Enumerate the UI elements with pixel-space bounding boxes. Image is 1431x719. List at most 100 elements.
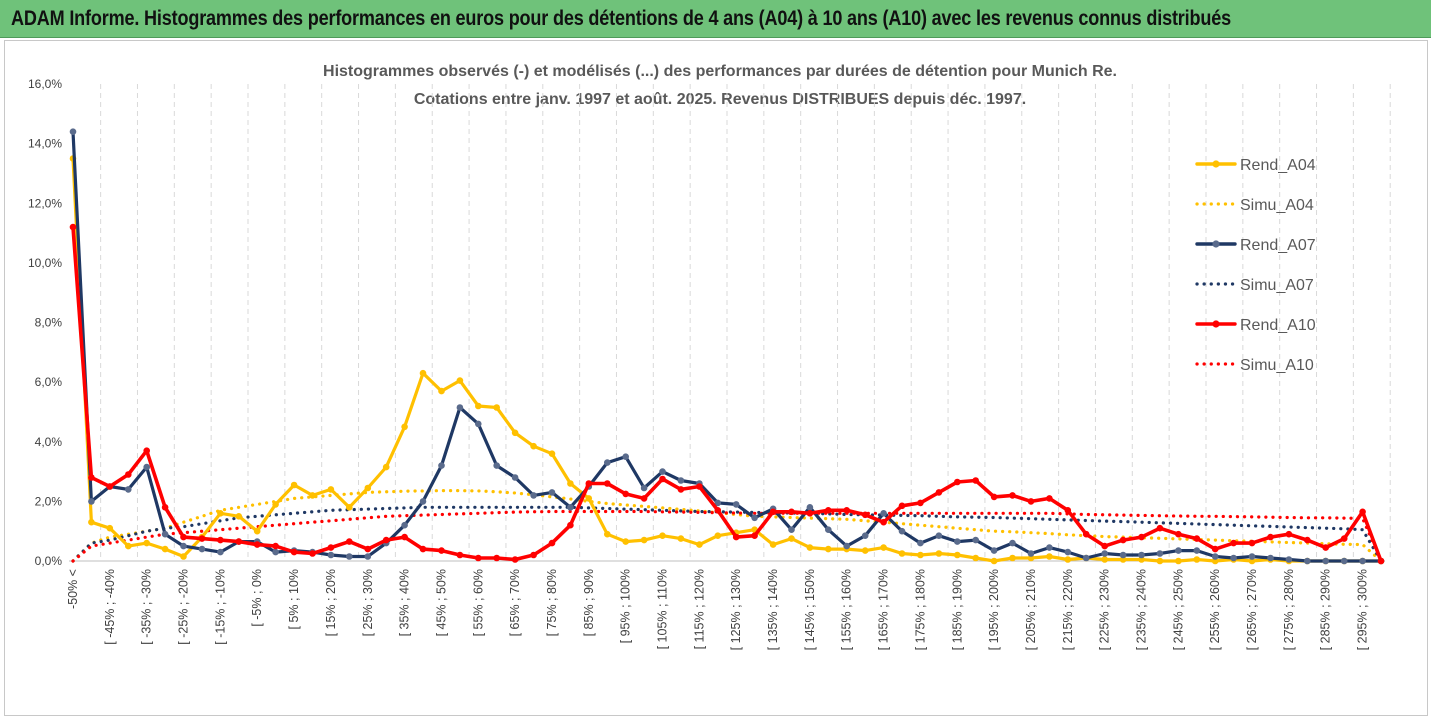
x-tick-label: [ 175% ; 180% <box>913 569 927 650</box>
data-point <box>622 490 629 498</box>
data-point <box>1064 548 1072 556</box>
data-point <box>511 474 519 481</box>
data-point <box>1175 547 1182 554</box>
x-tick-label: [ 35% ; 40% <box>398 569 412 636</box>
data-point <box>511 429 519 437</box>
data-point <box>1101 542 1108 550</box>
x-tick-label: [ 195% ; 200% <box>987 569 1001 650</box>
data-point <box>935 489 943 496</box>
legend-marker <box>1212 160 1220 168</box>
data-point <box>659 532 666 539</box>
data-point <box>1138 551 1145 559</box>
data-point <box>788 526 795 533</box>
data-point <box>990 493 998 501</box>
data-point <box>843 507 850 514</box>
data-point <box>640 495 648 502</box>
gridlines <box>69 84 1391 562</box>
data-point <box>1046 495 1053 502</box>
data-point <box>327 486 335 493</box>
x-tick-label: [ -25% ; -20% <box>177 569 191 645</box>
y-tick-label: 8,0% <box>35 316 63 330</box>
data-point <box>143 463 150 471</box>
data-point <box>493 462 501 469</box>
data-point <box>272 501 279 508</box>
x-tick-label: [ 255% ; 260% <box>1208 569 1222 650</box>
data-point <box>880 544 887 551</box>
data-point <box>1193 547 1201 554</box>
data-point <box>954 551 961 559</box>
data-point <box>677 477 685 484</box>
legend-label: Rend_A07 <box>1240 237 1316 254</box>
data-point <box>125 471 132 478</box>
data-point <box>161 504 169 511</box>
data-point <box>438 462 445 469</box>
legend-label: Simu_A04 <box>1240 197 1314 214</box>
x-axis-ticks: -50% < [ -45% ; -40% [ -35% ; -30% [ -25% ;… <box>66 569 1370 650</box>
data-point <box>143 539 150 547</box>
data-point <box>1340 535 1348 542</box>
x-tick-label: [ 65% ; 70% <box>508 569 522 636</box>
data-point <box>1175 557 1182 565</box>
legend-marker <box>1212 320 1220 328</box>
data-point <box>1046 553 1053 560</box>
data-point <box>1267 533 1274 541</box>
data-point <box>456 404 464 411</box>
data-point <box>88 518 95 526</box>
data-point <box>1304 536 1311 544</box>
data-point <box>806 544 814 551</box>
data-point <box>714 499 722 507</box>
chart-title-line-2: Cotations entre janv. 1997 et août. 2025… <box>414 91 1026 108</box>
data-point <box>604 459 611 466</box>
x-tick-label: [ 265% ; 270% <box>1245 569 1259 650</box>
data-point <box>382 463 390 471</box>
x-tick-label: [ 15% ; 20% <box>324 569 338 636</box>
y-tick-label: 2,0% <box>35 494 63 508</box>
data-point <box>567 480 574 487</box>
data-point <box>806 504 814 511</box>
data-point <box>1082 530 1090 538</box>
data-point <box>217 510 224 517</box>
data-point <box>217 536 224 544</box>
report-title: ADAM Informe. Histogrammes des performan… <box>11 7 1231 30</box>
data-point <box>843 542 850 550</box>
data-point <box>972 536 979 544</box>
data-point <box>1285 556 1293 563</box>
data-point <box>714 507 722 514</box>
data-point <box>1064 556 1072 563</box>
data-point <box>1230 554 1237 562</box>
data-point <box>530 551 537 559</box>
x-tick-label: [ -15% ; -10% <box>213 569 227 645</box>
data-point <box>346 553 353 560</box>
y-tick-label: 0,0% <box>35 554 63 568</box>
data-point <box>1359 508 1366 516</box>
data-point <box>1119 536 1127 544</box>
data-point <box>1304 557 1311 565</box>
data-point <box>696 483 703 490</box>
data-point <box>1359 557 1366 565</box>
data-point <box>456 551 464 559</box>
data-point <box>1009 492 1016 499</box>
data-point <box>677 486 685 493</box>
x-tick-label: [ -5% ; 0% <box>250 569 264 627</box>
data-point <box>548 539 556 547</box>
data-point <box>1193 535 1201 542</box>
data-point <box>106 524 114 532</box>
data-point <box>530 492 537 499</box>
y-tick-label: 16,0% <box>28 77 62 91</box>
legend-label: Simu_A10 <box>1240 357 1314 374</box>
data-point <box>327 544 335 551</box>
data-point <box>825 507 832 514</box>
y-tick-label: 14,0% <box>28 137 62 151</box>
data-point <box>677 535 685 542</box>
data-point <box>714 532 722 539</box>
data-point <box>917 551 924 559</box>
x-tick-label: [ 105% ; 110% <box>656 569 670 649</box>
y-tick-label: 12,0% <box>28 196 62 210</box>
data-point <box>990 547 998 554</box>
x-tick-label: [ 205% ; 210% <box>1024 569 1038 650</box>
data-point <box>696 541 703 548</box>
data-point <box>493 554 501 562</box>
data-point <box>585 495 593 502</box>
data-point <box>732 533 740 541</box>
data-point <box>659 468 666 475</box>
